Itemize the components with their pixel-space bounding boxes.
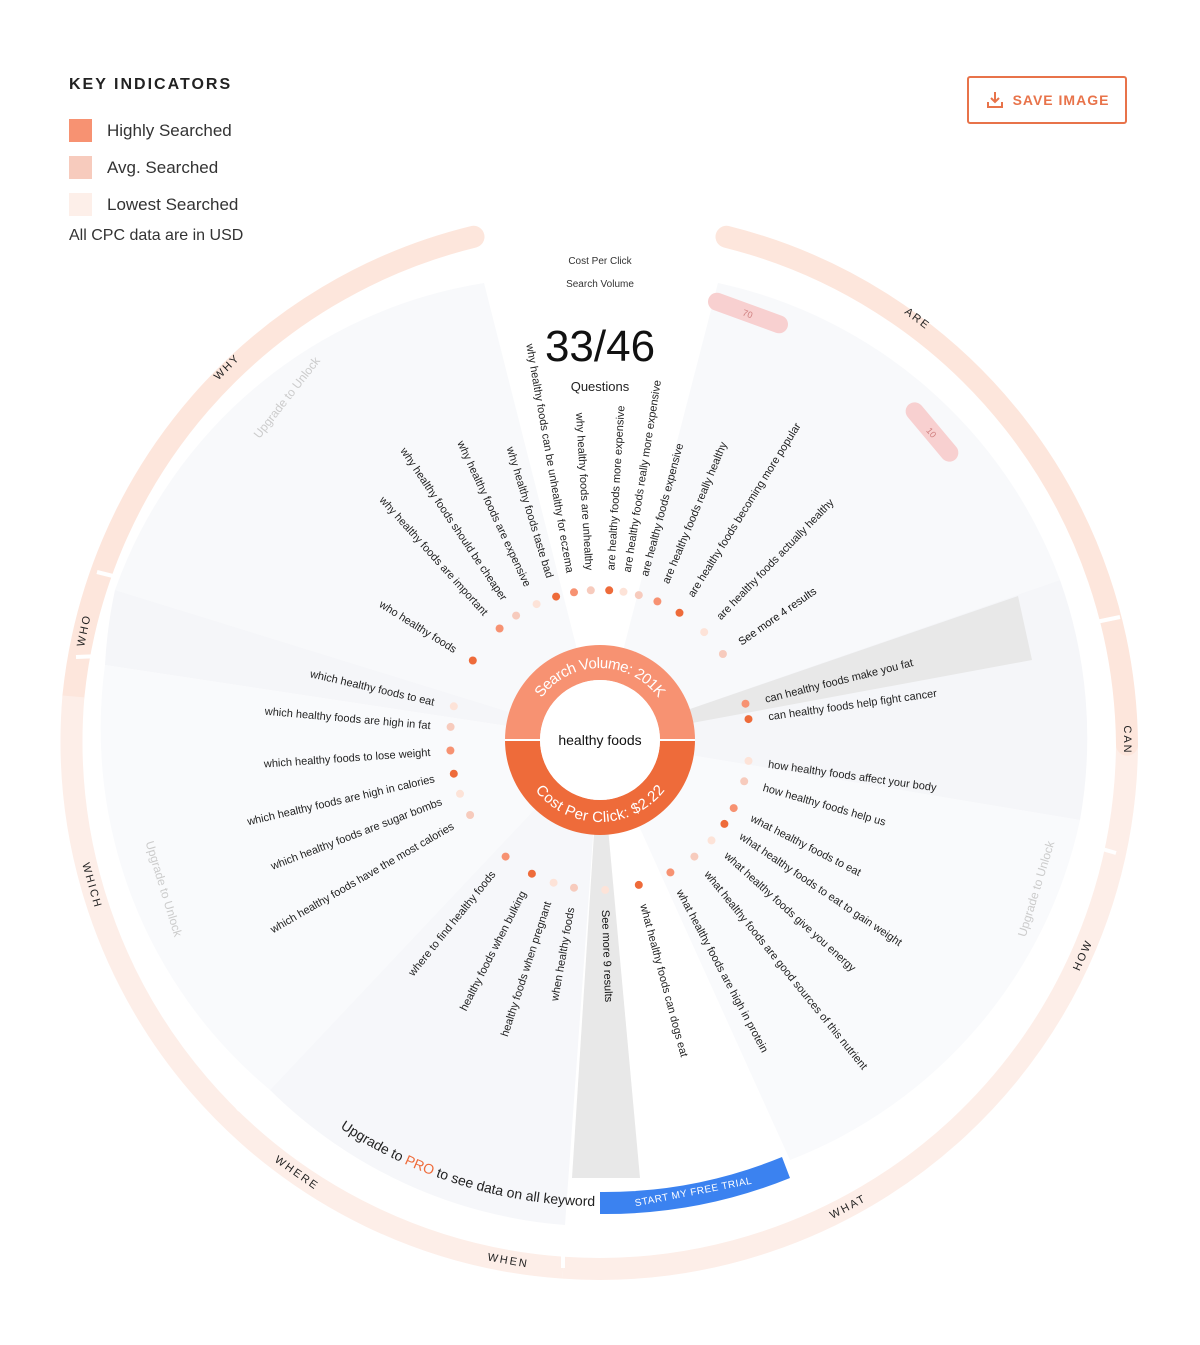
volume-dot — [718, 650, 727, 658]
legend-label-low: Lowest Searched — [107, 194, 239, 214]
cpc-note: All CPC data are in USD — [69, 227, 244, 244]
volume-dot — [449, 769, 458, 778]
see-more-wedge-right — [600, 596, 1032, 740]
volume-dot — [586, 586, 595, 595]
volume-dot — [666, 868, 675, 877]
volume-dot — [552, 592, 561, 601]
category-label-can: CAN — [1121, 725, 1133, 754]
cpc-header-label: Cost Per Click — [568, 256, 632, 267]
volume-dot — [527, 869, 536, 878]
volume-dot — [549, 878, 558, 887]
volume-dot — [619, 587, 628, 596]
outer-ring — [60, 225, 1138, 1280]
sector-bands — [100, 283, 1088, 1225]
legend-title: KEY INDICATORS — [69, 76, 233, 93]
volume-dot — [729, 804, 738, 813]
volume-dot — [449, 702, 458, 711]
volume-dot — [532, 600, 541, 609]
volume-dot — [501, 852, 510, 861]
question-label: are healthy foods more expensive — [605, 405, 627, 571]
volume-dot — [468, 656, 477, 665]
legend-item-avg: Avg. Searched — [69, 149, 243, 186]
volume-dot — [446, 746, 455, 755]
volume-dot — [741, 699, 750, 708]
volume-dot — [601, 885, 610, 894]
see-more-wedge-bottom — [572, 740, 640, 1178]
volume-dot — [570, 883, 578, 892]
volume-dot — [495, 624, 504, 633]
volume-dot — [700, 628, 709, 637]
marker-10: 10 — [905, 402, 959, 462]
legend-swatch-low — [69, 193, 92, 216]
volume-dot — [653, 597, 662, 606]
legend-swatch-avg — [69, 156, 92, 179]
save-image-label: SAVE IMAGE — [1012, 92, 1110, 108]
save-image-button[interactable]: SAVE IMAGE — [967, 76, 1127, 124]
volume-dot — [634, 591, 643, 600]
volume-dot — [570, 588, 578, 597]
volume-dot — [512, 611, 521, 620]
question-count: 33/46 — [545, 322, 655, 371]
volume-dots — [446, 586, 753, 894]
center-donut: Search Volume: 201K Cost Per Click: $2.2… — [505, 645, 695, 835]
legend-item-high: Highly Searched — [69, 112, 243, 149]
question-label: what healthy foods can dogs eat — [637, 902, 690, 1058]
volume-dot — [675, 608, 684, 617]
volume-dot — [744, 715, 753, 724]
volume-header-label: Search Volume — [566, 279, 634, 290]
volume-dot — [740, 777, 749, 786]
volume-dot — [456, 789, 464, 798]
legend-label-avg: Avg. Searched — [107, 157, 219, 177]
volume-dot — [605, 586, 614, 595]
question-count-label: Questions — [571, 379, 630, 394]
question-label: why healthy foods are unhealthy — [573, 412, 595, 572]
volume-dot — [690, 852, 699, 861]
legend-label-high: Highly Searched — [107, 120, 232, 140]
key-indicators-legend: KEY INDICATORS Highly Searched Avg. Sear… — [69, 76, 243, 245]
legend-swatch-high — [69, 119, 92, 142]
center-keyword: healthy foods — [558, 732, 641, 748]
svg-text:10: 10 — [924, 426, 938, 440]
legend-item-low: Lowest Searched — [69, 186, 243, 223]
volume-dot — [634, 880, 643, 889]
volume-dot — [720, 819, 729, 828]
cpc-half — [505, 740, 695, 835]
volume-half — [505, 645, 695, 740]
volume-dot — [446, 722, 455, 731]
see-more-link[interactable]: See more 9 results — [599, 910, 614, 1003]
svg-text:70: 70 — [741, 308, 754, 321]
download-icon — [986, 92, 1003, 108]
volume-dot — [707, 836, 716, 845]
volume-dot — [466, 811, 475, 819]
volume-dot — [744, 756, 753, 765]
marker-70: 70 — [707, 292, 789, 334]
